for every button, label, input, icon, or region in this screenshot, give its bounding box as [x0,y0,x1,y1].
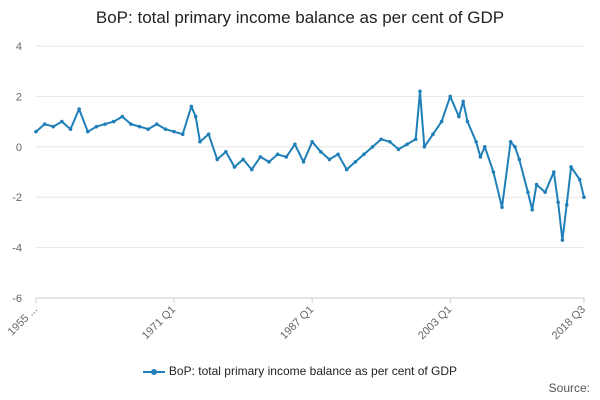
data-point [163,127,168,131]
data-point [249,167,254,172]
data-point [543,190,547,194]
data-point [232,165,237,169]
data-point [180,132,185,136]
data-point [362,152,366,157]
data-point [293,142,297,147]
data-point [526,190,530,194]
data-point [413,137,418,142]
data-point [310,139,314,144]
data-point [577,177,582,182]
y-tick-label: 2 [16,91,22,103]
y-tick-label: 0 [16,142,22,154]
data-point [34,129,38,134]
data-point [267,160,271,164]
data-point [508,139,513,144]
data-point [388,139,392,144]
data-point [258,155,263,159]
data-point [431,132,435,136]
data-point [318,150,323,154]
data-point [284,155,289,159]
data-point [129,122,133,126]
x-tick-label: 2018 Q3 [550,304,588,342]
data-point [77,107,81,111]
data-point [513,145,517,149]
data-point [172,129,176,134]
data-point [379,137,383,142]
data-point [189,104,194,109]
data-point [344,167,349,172]
data-point [500,205,504,210]
y-tick-label: -6 [12,293,22,305]
data-point [103,122,107,126]
data-point [534,182,539,187]
data-point [241,157,245,162]
data-point [215,157,220,162]
data-point [224,150,228,154]
data-point [42,122,47,126]
data-point [301,160,306,164]
data-point [137,124,142,129]
data-point [418,89,422,94]
data-point [111,119,116,124]
data-point [517,157,522,162]
data-point [582,195,586,199]
source-label: Source: [548,381,590,395]
legend-label: BoP: total primary income balance as per… [168,364,458,378]
data-point [396,147,401,152]
data-point [439,119,444,124]
data-point [155,122,159,126]
data-point [405,142,409,147]
y-tick-label: -2 [12,192,22,204]
data-point [422,145,427,149]
data-point [353,160,358,164]
data-point [120,114,125,119]
data-point [569,165,573,169]
y-tick-label: -4 [12,243,22,255]
data-point [198,139,202,144]
data-point [146,127,150,131]
legend-swatch [142,368,165,375]
data-point [461,99,465,104]
data-point [457,114,461,119]
legend: BoP: total primary income balance as per… [0,364,600,378]
series-line [35,90,585,241]
axes: -6 -4 -2 0 2 4 1955 ... 1971 Q1 1987 Q1 2003 Q1 20… [6,41,588,342]
data-point [336,152,340,157]
data-point [564,202,569,207]
data-point [68,127,73,131]
data-point [482,145,487,149]
data-point [556,200,560,205]
data-point [530,208,535,212]
data-point [478,155,483,159]
data-point [474,139,478,144]
series-layer [34,89,586,242]
data-point [51,124,56,129]
x-tick-label: 1971 Q1 [140,304,178,342]
data-point [465,119,470,124]
data-point [448,94,453,99]
data-point [275,152,280,157]
grid-lines [36,45,584,299]
data-point [60,119,64,124]
data-point [327,157,332,162]
chart-title: BoP: total primary income balance as per… [95,8,505,27]
data-point [560,238,565,242]
data-point [491,170,496,174]
data-point [206,132,211,136]
x-tick-label: 2003 Q1 [416,304,454,342]
data-point [94,124,99,129]
data-point [551,170,556,174]
data-point [370,145,375,149]
x-tick-label: 1955 ... [6,304,40,338]
data-point [85,129,90,134]
y-tick-label: 4 [16,41,22,53]
data-point [193,114,198,119]
x-tick-label: 1987 Q1 [278,304,316,342]
